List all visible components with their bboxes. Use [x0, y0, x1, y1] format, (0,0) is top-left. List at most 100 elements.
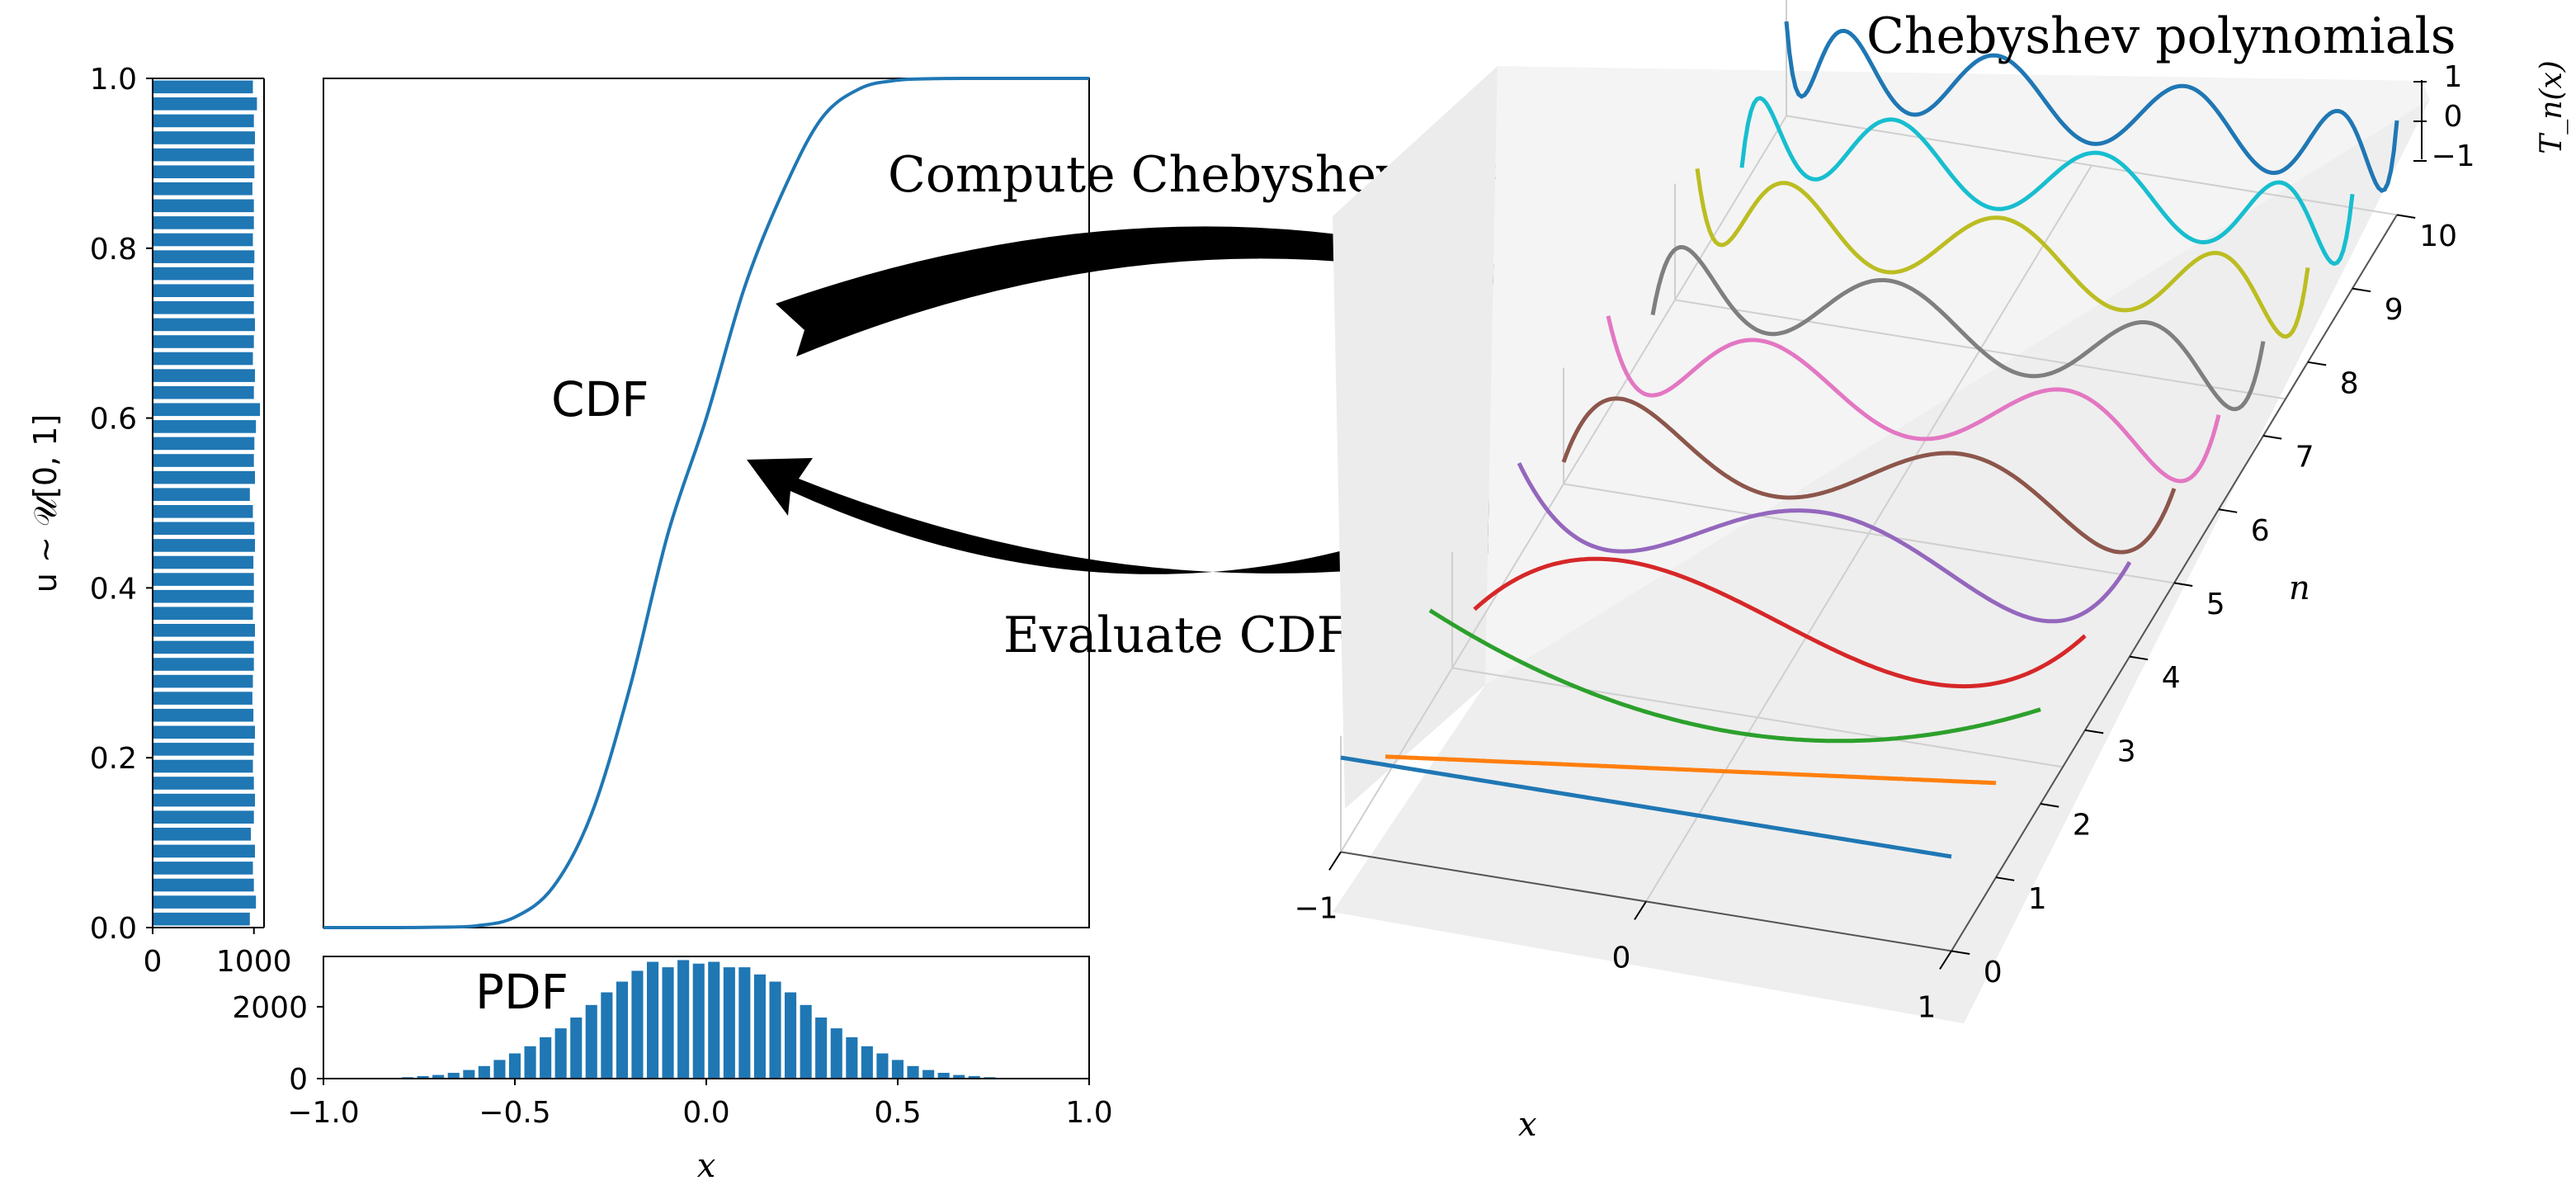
n-axis-ticks: 0 1 2 3 4 5 6 7 8 9 10 [1951, 214, 2457, 989]
z-tick-label: 1 [2444, 60, 2463, 94]
uniform-bar [153, 573, 254, 586]
uniform-bar [153, 369, 255, 382]
uniform-hist-xticks: 0 1000 [144, 928, 292, 979]
ytick-label: 0.4 [90, 572, 137, 606]
pdf-bar [677, 960, 690, 1079]
n-tick-mark [2129, 655, 2149, 661]
x-tick-label: 0 [1612, 941, 1631, 975]
uniform-bar [153, 148, 254, 162]
pdf-bar [846, 1037, 858, 1079]
uniform-bar [153, 267, 254, 281]
uniform-bar [153, 674, 253, 688]
pdf-bar [968, 1076, 980, 1079]
x-tick-label: 1 [1918, 990, 1937, 1024]
uniform-bar [153, 555, 254, 569]
ytick-label: 1.0 [90, 63, 137, 97]
pdf-bar [937, 1073, 950, 1079]
n-tick-mark [2084, 729, 2104, 734]
n-tick-label: 1 [2028, 882, 2047, 916]
pdf-histogram-bars [386, 960, 1026, 1079]
n-tick-label: 3 [2117, 734, 2136, 768]
ytick-label: 0 [289, 1063, 308, 1097]
pdf-bar [508, 1053, 521, 1079]
x-tick-mark [1939, 950, 1952, 970]
uniform-bar [153, 828, 251, 841]
uniform-bar [153, 216, 254, 229]
pdf-bar [723, 967, 735, 1079]
pdf-axes-frame [323, 956, 1090, 1079]
chebyshev-line-T4 [1517, 462, 2132, 624]
n-tick-mark [2307, 361, 2327, 366]
uniform-hist-ylabel: u ~ 𝒰[0, 1] [27, 414, 64, 593]
evaluate-arrow [747, 458, 1539, 574]
pdf-bar [554, 1028, 567, 1079]
pdf-bar [891, 1060, 903, 1079]
cdf-curve [323, 76, 1089, 930]
n-tick-label: 0 [1984, 956, 2003, 989]
pdf-bar [785, 992, 797, 1079]
x-tick-label: −1 [1294, 891, 1338, 925]
ytick-label: 0.0 [90, 912, 137, 946]
uniform-bar [153, 385, 254, 399]
evaluate-label: Evaluate CDF [1003, 607, 1351, 664]
x-axis-ticks: −1 0 1 [1294, 851, 1952, 1024]
pdf-bar [631, 970, 644, 1079]
ytick-label: 0.6 [90, 403, 137, 437]
chebyshev-line-T9 [1739, 96, 2355, 267]
uniform-bar [153, 777, 254, 790]
pdf-bar [417, 1076, 429, 1079]
uniform-bar [153, 97, 257, 111]
uniform-bar [153, 589, 254, 603]
pdf-label: PDF [475, 964, 569, 1020]
pdf-bar [738, 967, 751, 1079]
uniform-bar [153, 793, 255, 807]
uniform-bar [153, 692, 252, 705]
pdf-bar [907, 1065, 919, 1079]
uniform-bar [153, 895, 257, 909]
pdf-bar [570, 1018, 583, 1079]
n-tick-mark [2262, 435, 2282, 440]
uniform-histogram-panel: 0.0 0.2 0.4 0.6 0.8 1.0 0 1000 u ~ 𝒰[0, 1] [27, 63, 292, 979]
uniform-bar [153, 403, 261, 417]
pdf-bar [432, 1074, 445, 1079]
uniform-bar [153, 182, 252, 196]
xtick-label: 1000 [216, 945, 292, 979]
chebyshev-line-T7 [1650, 244, 2266, 412]
x-tick-mark [1634, 900, 1647, 920]
ytick-label: 0.8 [90, 233, 137, 267]
pdf-bar [922, 1070, 935, 1079]
xtick-label: 0.5 [874, 1096, 921, 1130]
n-tick-label: 2 [2073, 809, 2092, 843]
pdf-bar [830, 1028, 842, 1079]
chebyshev-line-T2 [1428, 608, 2041, 744]
uniform-bar [153, 708, 254, 722]
pdf-panel: PDF 0 2000 −1.0 −0.5 0.0 0.5 1.0 x [232, 956, 1113, 1185]
chebyshev-line-T3 [1473, 556, 2087, 689]
uniform-bar [153, 250, 255, 263]
uniform-histogram-bars [153, 80, 261, 926]
chebyshev-line-T8 [1695, 168, 2310, 339]
uniform-bar [153, 810, 254, 824]
chebyshev-line-T0 [1340, 755, 1952, 859]
pdf-bar [815, 1018, 828, 1079]
pdf-bar [753, 974, 766, 1079]
uniform-bar [153, 114, 254, 128]
n-tick-mark [2396, 214, 2416, 219]
uniform-bar [153, 284, 254, 297]
x-axis-label-3d: x [1518, 1106, 1537, 1144]
z-tick-label: −1 [2431, 139, 2475, 173]
pdf-bar [662, 967, 674, 1079]
pdf-bar [478, 1065, 490, 1079]
pdf-bar [601, 992, 613, 1079]
n-tick-mark [2040, 803, 2059, 808]
pdf-bar [769, 981, 781, 1079]
floor-main [1333, 99, 2430, 1023]
xtick-label: 0.0 [682, 1096, 729, 1130]
pdf-bar [463, 1070, 475, 1079]
pdf-bar [616, 981, 628, 1079]
n-tick-label: 5 [2206, 588, 2225, 621]
n-tick-label: 4 [2162, 661, 2181, 695]
pdf-xlabel: x [697, 1147, 716, 1185]
uniform-hist-yticks: 0.0 0.2 0.4 0.6 0.8 1.0 [90, 63, 153, 946]
